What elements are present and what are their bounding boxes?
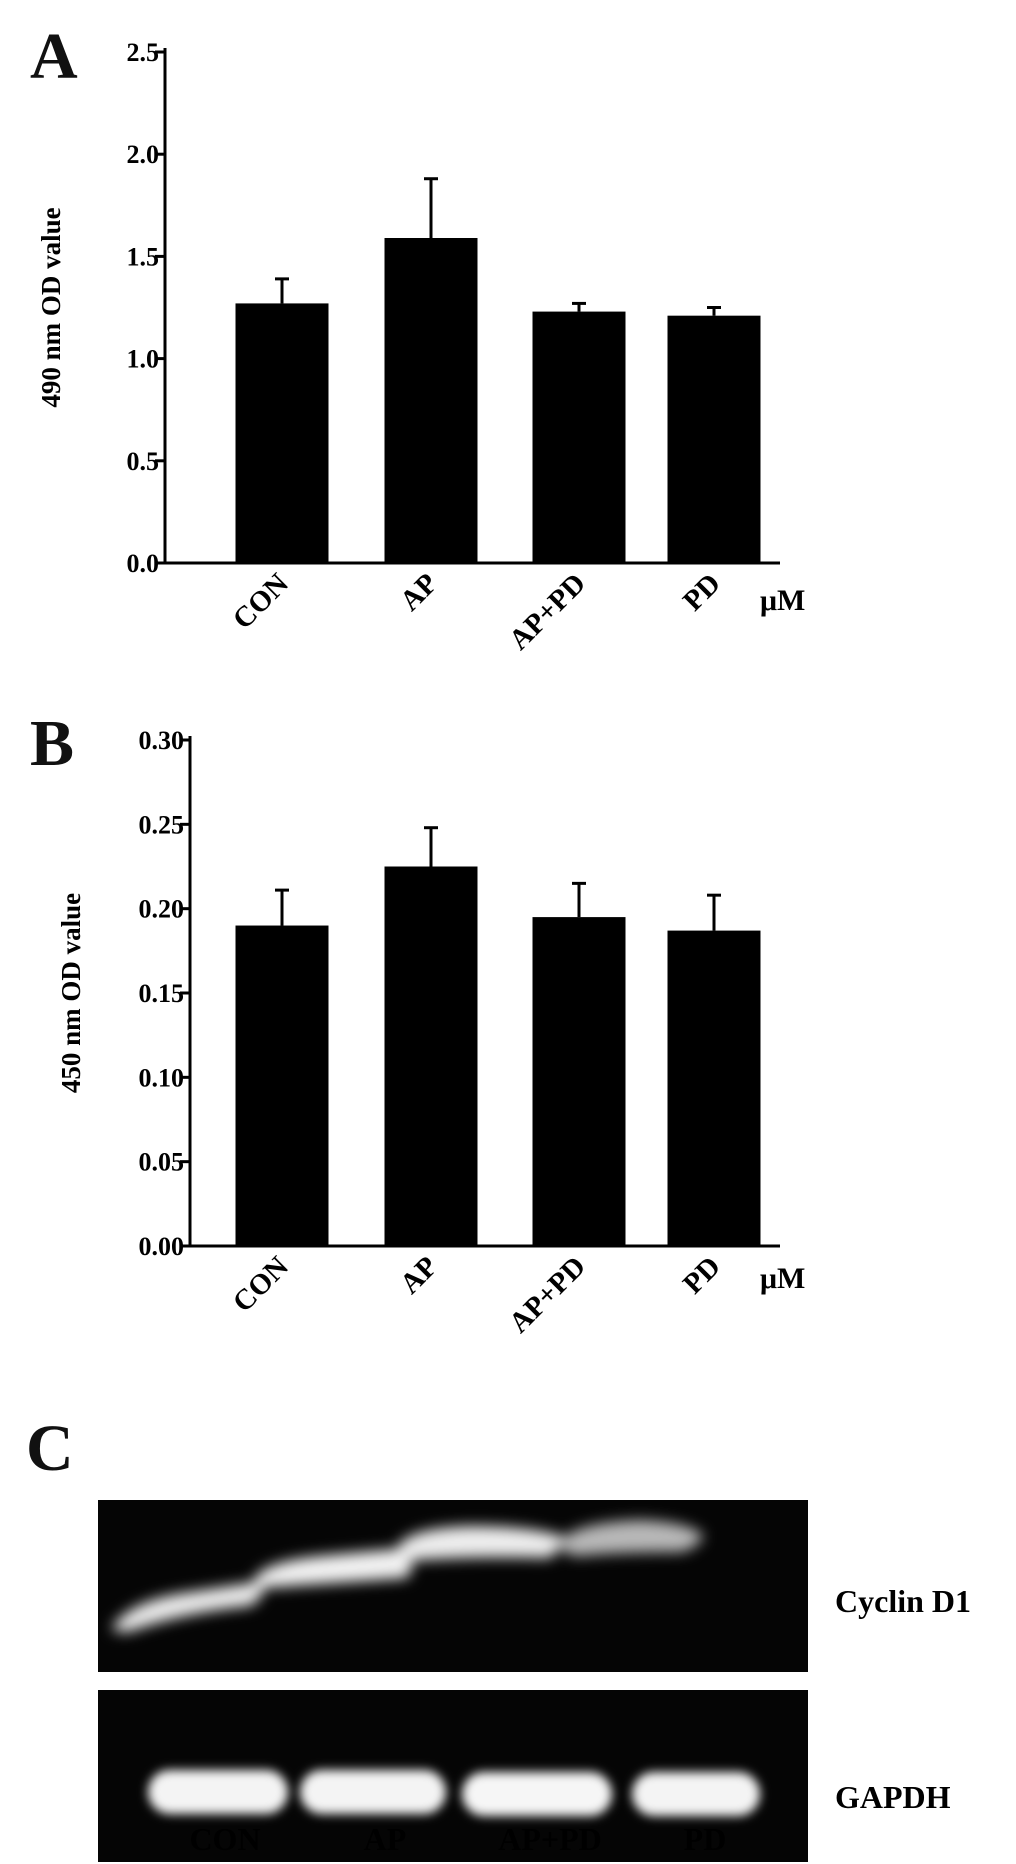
gapdh-bands — [148, 1770, 760, 1816]
x-tick-label: AP — [394, 567, 444, 617]
y-tick-label: 0.0 — [127, 549, 160, 578]
panel-letter-a: A — [30, 20, 78, 93]
x-tick-label: PD — [677, 1250, 727, 1300]
y-tick-label: 0.20 — [139, 895, 185, 924]
gel-label-gapdh: GAPDH — [835, 1779, 951, 1815]
gel-band-cyclin-appd — [398, 1526, 562, 1561]
chart-a: 0.0 0.5 1.0 1.5 2.0 2.5 490 nm OD value CON AP AP… — [36, 38, 805, 656]
y-tick-label: 0.00 — [139, 1232, 185, 1261]
y-tick-label: 1.0 — [127, 345, 160, 374]
x-tick-label: AP+PD — [503, 1250, 592, 1339]
gel-lane-label-ap: AP — [364, 1821, 407, 1857]
gel-label-cyclin-d1: Cyclin D1 — [835, 1583, 971, 1619]
y-tick-label: 0.15 — [139, 979, 185, 1008]
bar-ap-pd — [532, 917, 626, 1246]
bar-ap — [384, 238, 478, 563]
chart-b: 0.00 0.05 0.10 0.15 0.20 0.25 0.30 450 nm OD va… — [56, 726, 805, 1339]
bar-pd — [667, 930, 761, 1246]
x-tick-label: AP+PD — [503, 567, 592, 656]
gel-lane-label-pd: PD — [684, 1821, 727, 1857]
bar-con — [235, 303, 329, 563]
y-tick-label: 0.30 — [139, 726, 185, 755]
bar-ap-pd — [532, 311, 626, 563]
gel-band-gapdh-con — [148, 1770, 288, 1814]
y-tick-label: 0.5 — [127, 447, 160, 476]
unit-label: μM — [760, 1262, 805, 1295]
gel-band-cyclin-con — [112, 1580, 268, 1632]
gel-band-cyclin-ap — [254, 1548, 413, 1588]
y-axis-label: 490 nm OD value — [36, 207, 66, 407]
gel-band-gapdh-appd — [462, 1772, 612, 1816]
gel-band-gapdh-ap — [300, 1770, 446, 1814]
bar-con — [235, 925, 329, 1246]
y-tick-label: 1.5 — [127, 242, 160, 271]
x-tick-label: PD — [677, 567, 727, 617]
panel-letter-c: C — [26, 1412, 74, 1485]
gel-band-cyclin-pd — [560, 1520, 704, 1556]
unit-label: μM — [760, 584, 805, 617]
gel-lane-label-appd: AP+PD — [498, 1821, 602, 1857]
y-tick-label: 2.5 — [127, 38, 160, 67]
y-tick-label: 0.05 — [139, 1148, 185, 1177]
x-tick-label: CON — [227, 1250, 295, 1318]
cyclin-d1-bands — [112, 1520, 704, 1632]
y-tick-label: 0.25 — [139, 810, 185, 839]
gel-panel: Cyclin D1 GAPDH CON AP AP+PD PD — [98, 1500, 971, 1862]
bar-ap — [384, 866, 478, 1246]
y-tick-label: 0.10 — [139, 1063, 185, 1092]
gel-lane-label-con: CON — [189, 1821, 260, 1857]
y-axis-label: 450 nm OD value — [56, 893, 86, 1093]
gel-band-gapdh-pd — [632, 1772, 760, 1816]
x-tick-label: CON — [227, 567, 295, 635]
y-tick-label: 2.0 — [127, 140, 160, 169]
bar-pd — [667, 315, 761, 563]
x-tick-label: AP — [394, 1250, 444, 1300]
gel-strip-cyclin-d1 — [98, 1500, 808, 1672]
panel-letter-b: B — [30, 707, 74, 780]
